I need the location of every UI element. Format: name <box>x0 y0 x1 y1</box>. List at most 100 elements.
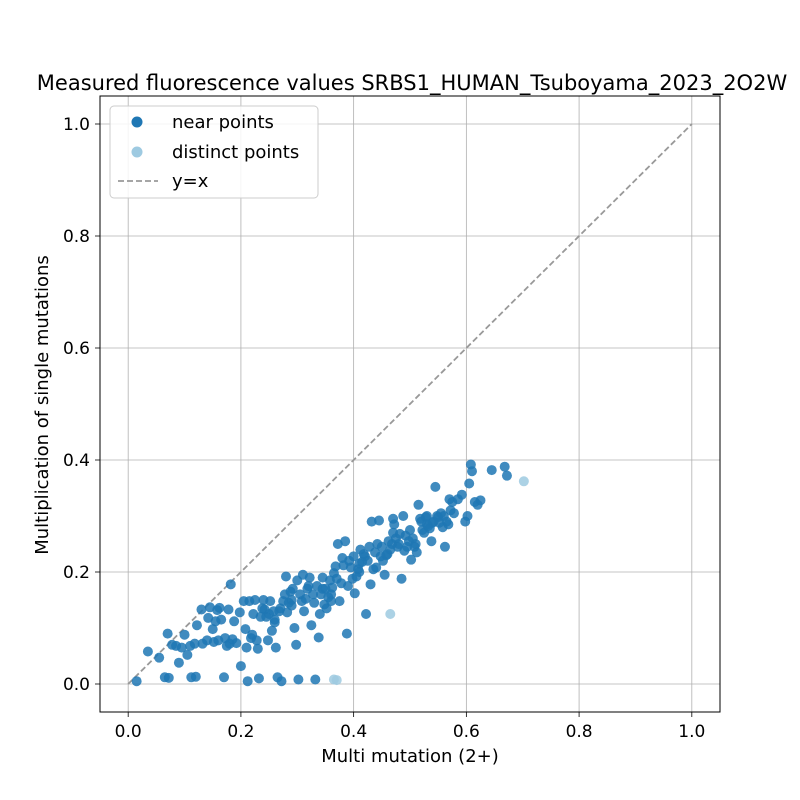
near-point <box>276 676 287 687</box>
near-point <box>462 511 473 521</box>
near-point <box>142 646 153 657</box>
near-point <box>371 562 382 573</box>
near-point <box>430 481 441 492</box>
y-tick-label: 0.2 <box>63 563 90 583</box>
near-point <box>389 519 400 530</box>
near-point <box>190 671 201 682</box>
near-point <box>501 470 512 481</box>
distinct-point <box>518 476 529 487</box>
distinct-points-series <box>328 476 529 686</box>
near-point <box>349 588 360 599</box>
chart-title: Measured fluorescence values SRBS1_HUMAN… <box>37 71 788 96</box>
near-point <box>162 628 173 639</box>
near-point <box>219 672 229 683</box>
near-point <box>287 583 298 594</box>
near-point <box>326 589 337 600</box>
near-point <box>299 606 310 617</box>
near-point <box>173 657 184 668</box>
near-point <box>410 539 421 549</box>
near-point <box>362 555 373 566</box>
near-point <box>240 624 251 635</box>
near-point <box>379 569 390 580</box>
near-point <box>398 511 409 521</box>
near-point <box>293 674 304 685</box>
near-point <box>365 579 376 590</box>
near-point <box>131 676 142 687</box>
x-tick-label: 0.8 <box>566 722 593 742</box>
near-point <box>182 649 193 660</box>
near-point <box>348 551 359 562</box>
near-point <box>242 676 253 687</box>
legend-distinct-marker <box>131 146 143 158</box>
near-point <box>289 623 300 633</box>
near-point <box>231 638 242 649</box>
x-axis-ticks: 0.0 0.2 0.4 0.6 0.8 1.0 <box>115 712 705 742</box>
near-point <box>262 635 273 646</box>
near-point <box>304 572 315 583</box>
near-point <box>229 616 240 627</box>
near-point <box>406 554 417 565</box>
near-point <box>270 642 281 653</box>
near-point <box>366 516 377 527</box>
near-point <box>396 573 407 584</box>
near-point <box>235 661 246 672</box>
near-point <box>443 519 454 530</box>
near-point <box>241 642 252 653</box>
y-tick-label: 0.4 <box>63 451 90 471</box>
x-axis-label: Multi mutation (2+) <box>321 746 499 767</box>
y-tick-label: 0.6 <box>63 339 90 359</box>
near-point <box>225 579 236 590</box>
grid-lines <box>100 96 720 712</box>
legend-near-marker <box>131 116 143 128</box>
near-point <box>189 638 200 649</box>
near-point <box>486 465 497 476</box>
legend-box <box>109 105 319 199</box>
near-point <box>340 536 351 547</box>
near-point <box>334 596 345 607</box>
near-point <box>464 478 475 489</box>
near-point <box>216 614 227 625</box>
near-point <box>266 625 277 636</box>
near-point <box>426 536 437 547</box>
near-point <box>343 581 353 591</box>
near-point <box>499 461 510 472</box>
x-tick-label: 0.2 <box>227 722 254 742</box>
near-point <box>196 604 207 615</box>
near-point <box>163 672 174 683</box>
legend-distinct-label: distinct points <box>172 142 299 163</box>
near-point <box>251 635 262 646</box>
x-tick-label: 0.6 <box>453 722 480 742</box>
near-point <box>421 519 432 530</box>
near-point <box>321 603 332 614</box>
near-point <box>306 620 317 631</box>
near-point <box>393 539 404 549</box>
x-tick-label: 1.0 <box>678 722 705 742</box>
near-point <box>300 593 311 604</box>
legend: near points distinct points y=x <box>109 105 319 199</box>
distinct-point <box>331 675 342 686</box>
near-point <box>234 607 245 618</box>
near-point <box>265 596 276 607</box>
near-point <box>314 609 325 619</box>
plot-frame <box>99 95 721 713</box>
near-point <box>176 642 187 653</box>
near-point <box>291 639 302 650</box>
y-tick-label: 0.0 <box>63 675 90 695</box>
near-point <box>354 567 365 577</box>
near-point <box>308 589 319 600</box>
y-tick-label: 1.0 <box>63 115 90 135</box>
near-points-series <box>131 459 512 687</box>
near-point <box>317 583 328 594</box>
y-axis-label: Multiplication of single mutations <box>32 255 53 555</box>
legend-reference-label: y=x <box>172 171 209 192</box>
near-point <box>303 581 314 591</box>
near-point <box>467 466 477 477</box>
near-point <box>252 643 263 654</box>
near-point <box>191 620 202 631</box>
near-point <box>207 624 218 635</box>
near-point <box>313 632 324 643</box>
near-point <box>250 595 260 605</box>
distinct-point <box>385 609 396 619</box>
x-tick-label: 0.0 <box>115 722 142 742</box>
